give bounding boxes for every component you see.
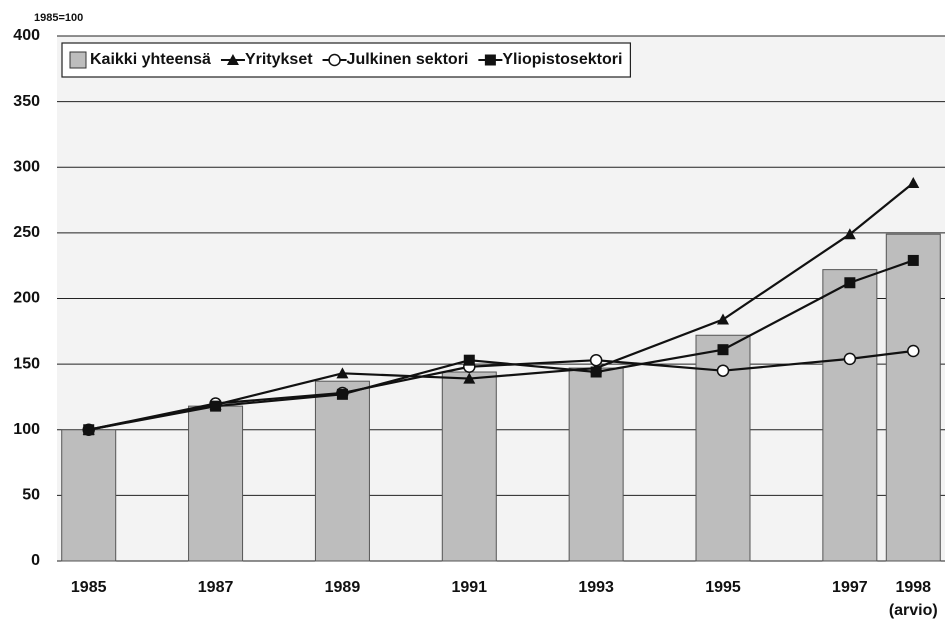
x-tick-label: 1991 [451, 579, 487, 596]
x-tick-label: 1987 [198, 579, 234, 596]
marker [716, 364, 730, 377]
y-tick-label: 350 [13, 93, 40, 110]
y-tick-label: 50 [22, 487, 40, 504]
legend-marker [226, 54, 239, 65]
y-tick-label: 400 [13, 27, 40, 44]
marker [717, 344, 729, 356]
y-tick-label: 0 [31, 552, 40, 569]
marker [463, 372, 476, 384]
marker [907, 344, 920, 358]
bar [314, 380, 370, 562]
marker [717, 313, 729, 325]
x-tick-label: 1995 [705, 579, 741, 596]
marker [589, 353, 603, 367]
legend-marker [484, 54, 496, 66]
bar [568, 367, 624, 562]
marker [844, 277, 856, 289]
y-tick-label: 150 [13, 355, 40, 372]
bar [188, 405, 244, 562]
x-tick-label: 1985 [71, 579, 107, 596]
y-tick-label: 200 [13, 290, 40, 307]
marker [83, 424, 95, 436]
y-tick-label: 300 [13, 158, 40, 175]
y-tick-label: 250 [13, 224, 40, 241]
marker [336, 367, 349, 379]
line [88, 259, 914, 431]
bar [885, 233, 941, 562]
marker [463, 354, 475, 366]
line [88, 349, 914, 431]
marker [907, 254, 919, 266]
x-tick-label: 1997 [832, 579, 868, 596]
x-tick-label: 1989 [325, 579, 361, 596]
bar [441, 371, 497, 562]
bar [61, 429, 117, 562]
legend-label: Kaikki yhteensä [90, 51, 211, 68]
marker [907, 177, 920, 188]
legend-label: Yritykset [245, 51, 313, 68]
marker [210, 400, 222, 412]
bar [822, 269, 878, 562]
marker [336, 388, 348, 400]
y-tick-label: 100 [13, 421, 40, 438]
x-tick-label: 1998 [895, 579, 931, 596]
x-note: (arvio) [889, 602, 938, 619]
x-tick-label: 1993 [578, 579, 614, 596]
legend-label: Julkinen sektori [347, 51, 469, 68]
marker [843, 352, 857, 366]
legend-marker [328, 53, 341, 67]
subtitle: 1985=100 [34, 12, 83, 24]
line [88, 182, 914, 431]
marker [843, 228, 856, 240]
marker [590, 366, 602, 378]
legend-swatch [69, 51, 87, 69]
legend-label: Yliopistosektori [502, 51, 622, 68]
